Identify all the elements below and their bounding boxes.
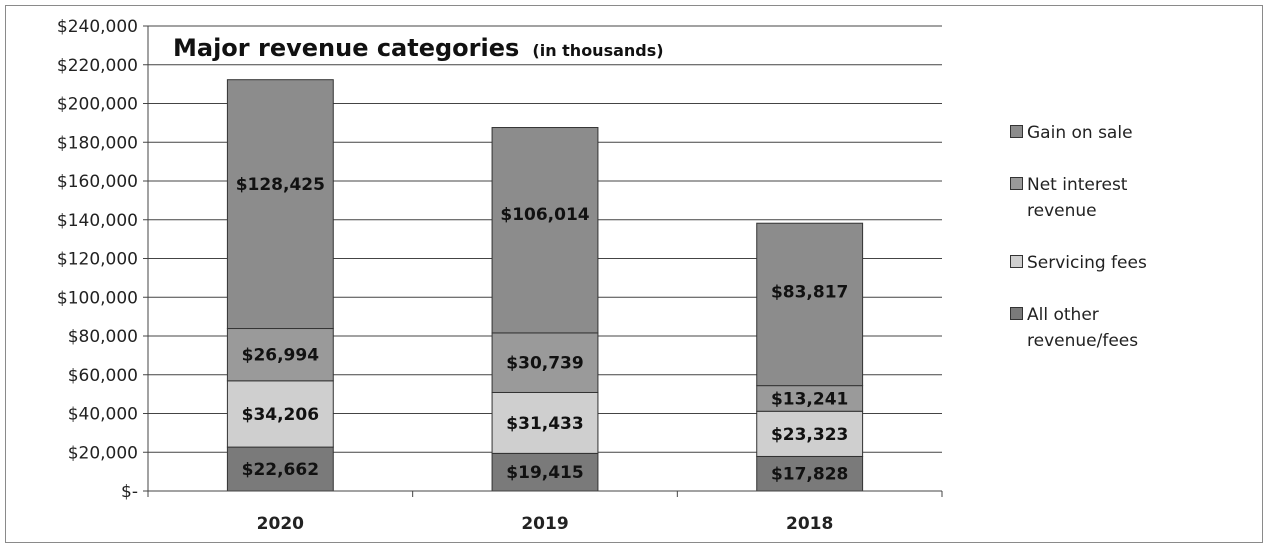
y-tick-label: $180,000 [57, 133, 138, 153]
chart-title: Major revenue categories (in thousands) [173, 34, 664, 62]
legend-item: Net interest revenue [1010, 172, 1250, 224]
y-tick-label: $200,000 [57, 95, 138, 115]
y-tick-label: $120,000 [57, 250, 138, 270]
y-tick-label: $60,000 [68, 366, 138, 386]
bar-segment [756, 455, 864, 492]
data-label: $31,433 [506, 414, 583, 434]
bar-segment [491, 332, 599, 393]
legend-swatch [1010, 255, 1023, 268]
data-label: $34,206 [242, 405, 319, 425]
legend-swatch [1010, 177, 1023, 190]
data-label: $22,662 [242, 460, 319, 480]
legend-item: Gain on sale [1010, 120, 1250, 146]
legend: Gain on sale Net interest revenue Servicin… [1010, 120, 1250, 380]
bar-segment [491, 391, 599, 454]
y-tick-label: $20,000 [68, 443, 138, 463]
bar-segment [756, 385, 864, 412]
bars [226, 79, 864, 492]
data-label: $19,415 [506, 463, 583, 483]
bar-segment [756, 222, 864, 387]
y-tick-label: $- [121, 482, 138, 502]
chart-frame [5, 5, 1263, 543]
legend-label: Gain on sale [1027, 123, 1133, 143]
x-tick-label: 2019 [521, 514, 568, 534]
data-label: $26,994 [242, 346, 320, 366]
bar-segment [491, 127, 599, 334]
legend-swatch [1010, 307, 1023, 320]
y-tick-label: $240,000 [57, 17, 138, 37]
legend-label: Servicing fees [1027, 253, 1147, 273]
data-label: $83,817 [771, 282, 848, 302]
legend-item: All other revenue/fees [1010, 302, 1250, 354]
data-label: $23,323 [771, 425, 848, 445]
y-tick-label: $160,000 [57, 172, 138, 192]
data-label: $106,014 [500, 205, 589, 225]
legend-label: All other revenue/fees [1027, 305, 1139, 351]
x-tick-label: 2018 [786, 514, 833, 534]
legend-label: Net interest revenue [1027, 175, 1128, 221]
data-label: $13,241 [771, 389, 848, 409]
y-tick-label: $40,000 [68, 405, 138, 425]
x-tick-label: 2020 [257, 514, 304, 534]
y-tick-label: $80,000 [68, 327, 138, 347]
data-labels: $22,662 $34,206 $26,994 $128,425 $19,415 $31,… [236, 175, 849, 485]
y-tick-label: $140,000 [57, 211, 138, 231]
data-label: $30,739 [506, 354, 583, 374]
legend-swatch [1010, 125, 1023, 138]
y-tick-label: $220,000 [57, 56, 138, 76]
axes: $- $20,000 $40,000 $60,000 $80,000 $100,000 $1… [57, 17, 943, 534]
data-label: $17,828 [771, 465, 848, 485]
bar-segment [226, 79, 334, 330]
y-tick-label: $100,000 [57, 288, 138, 308]
legend-item: Servicing fees [1010, 250, 1250, 276]
data-label: $128,425 [236, 175, 325, 195]
bar-segment [756, 410, 864, 457]
